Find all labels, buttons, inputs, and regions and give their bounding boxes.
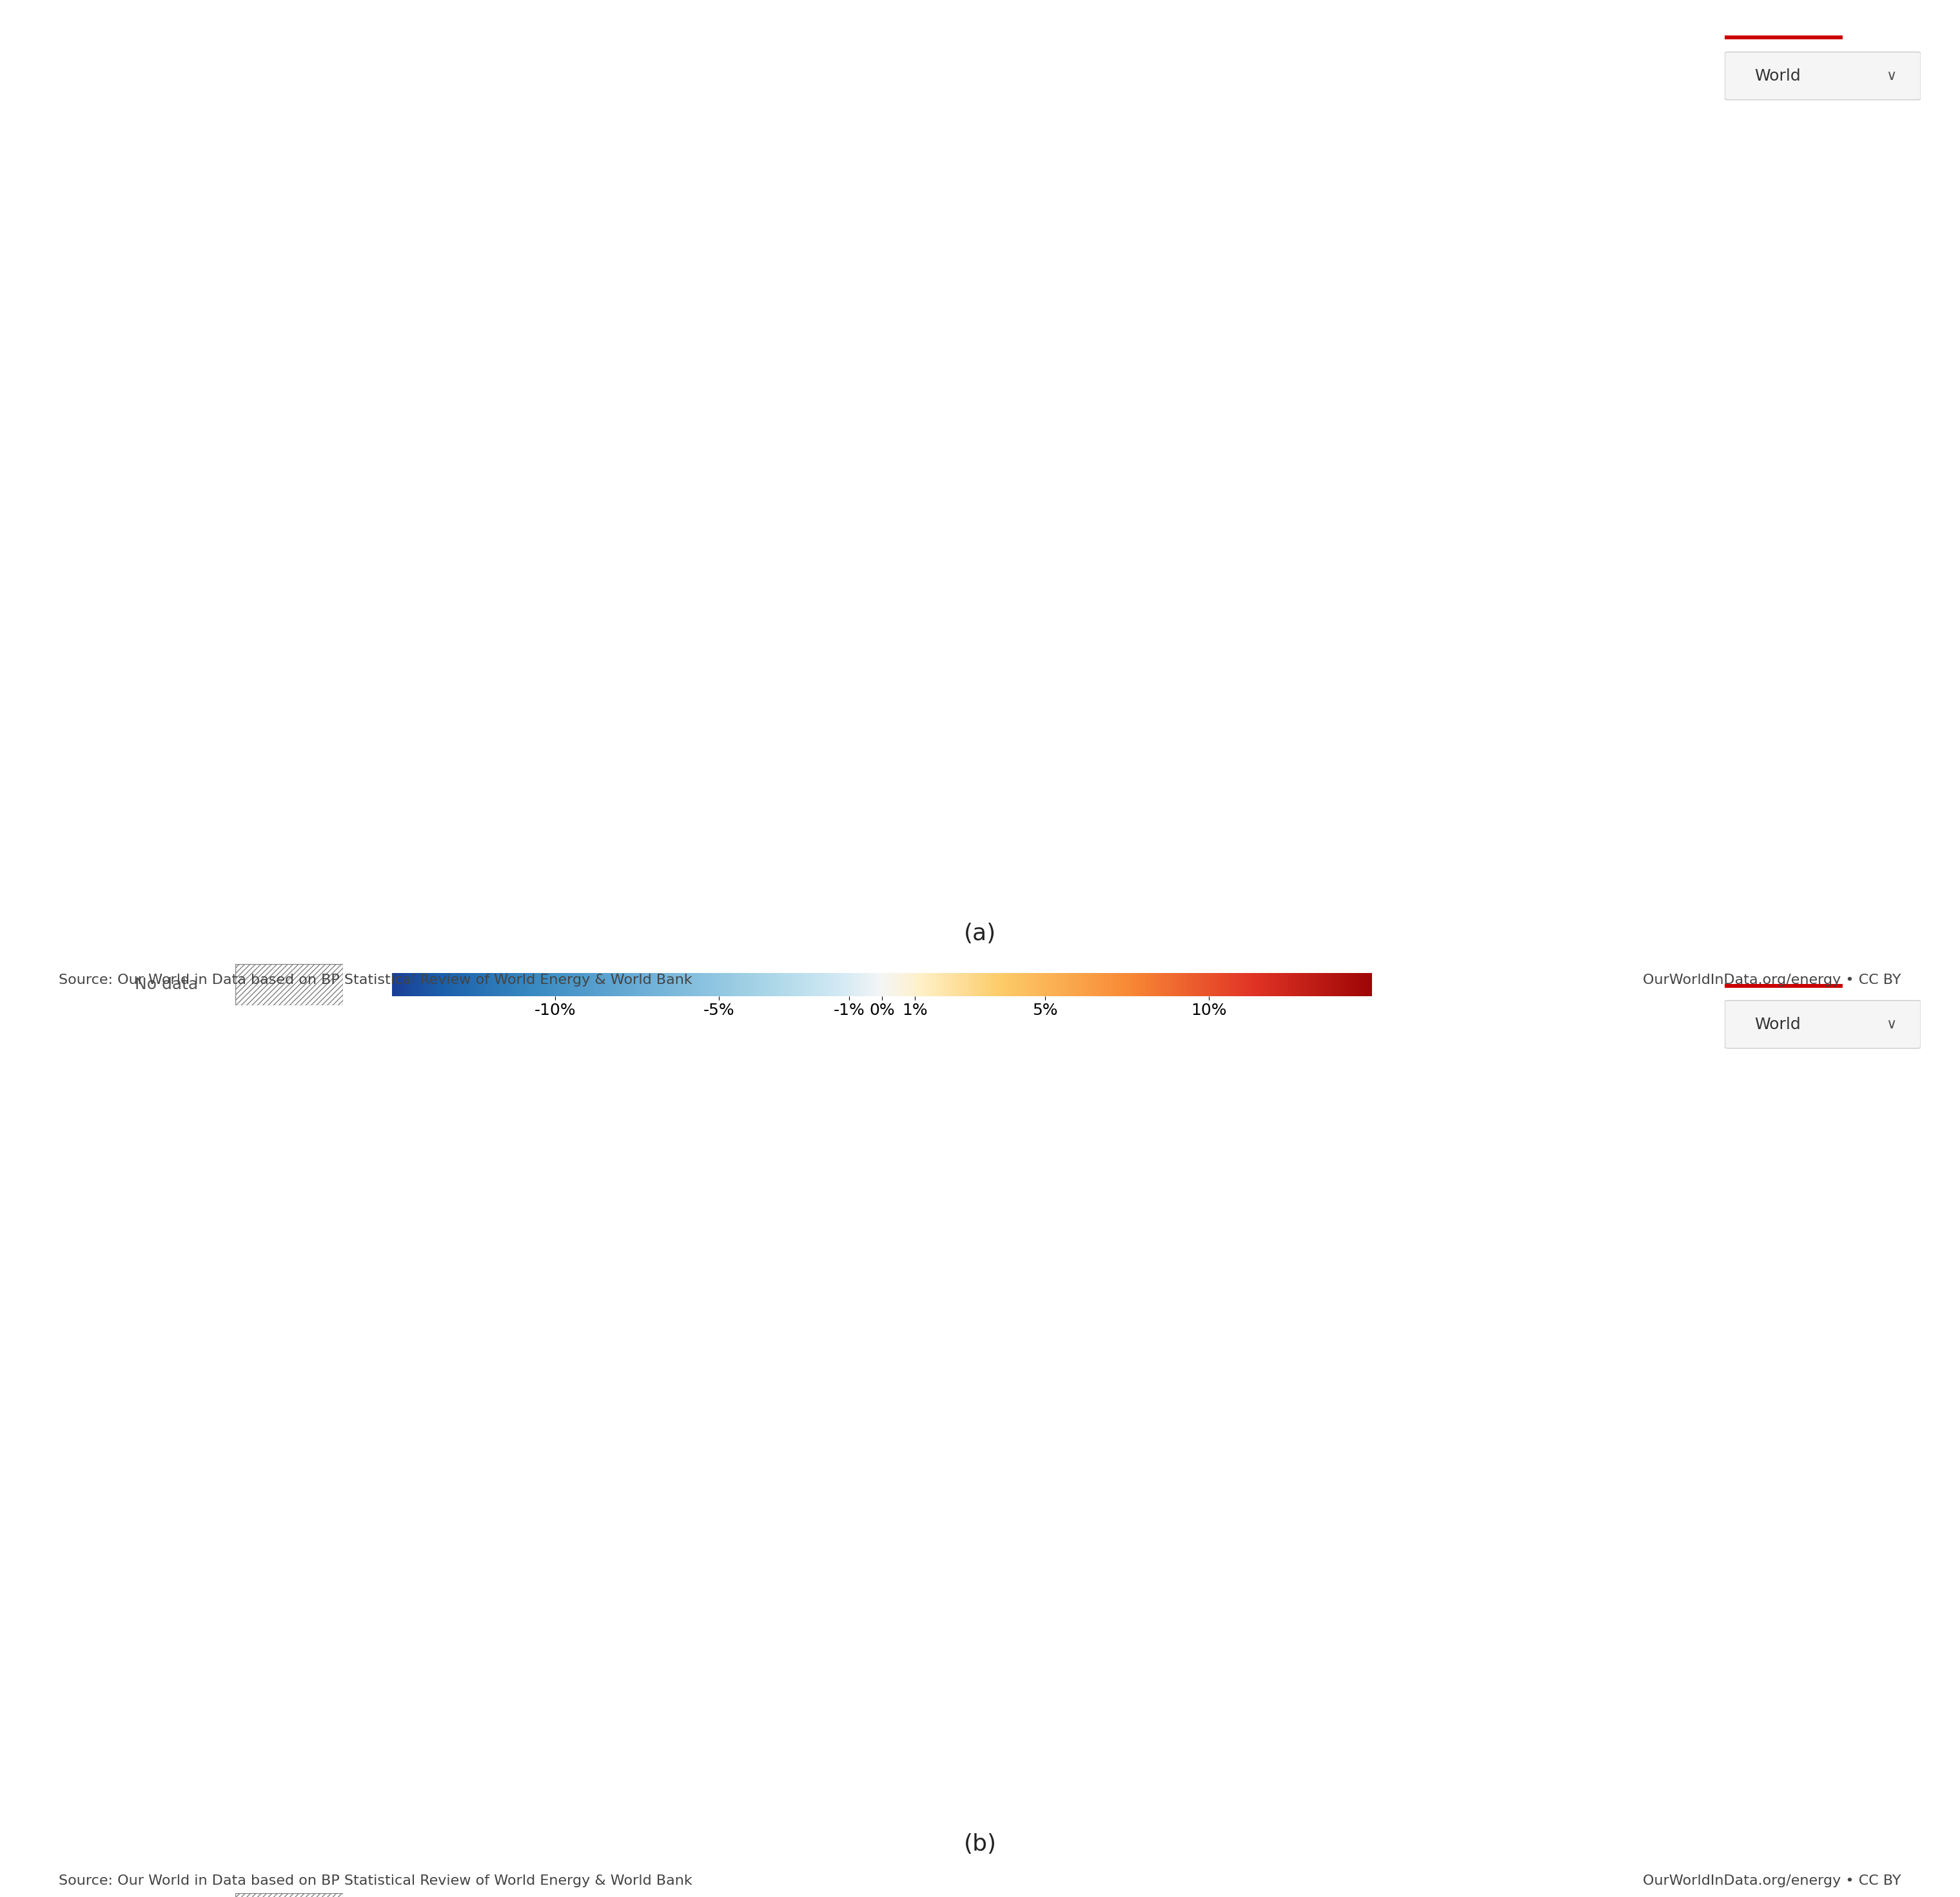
Text: Source: Our World in Data based on BP Statistical Review of World Energy & World: Source: Our World in Data based on BP St… (59, 973, 692, 986)
Text: ∨: ∨ (1886, 70, 1897, 82)
Text: World: World (1754, 68, 1801, 83)
Text: No data: No data (135, 977, 198, 992)
Text: ∨: ∨ (1886, 1019, 1897, 1030)
Text: OurWorldInData.org/energy • CC BY: OurWorldInData.org/energy • CC BY (1642, 1874, 1901, 1888)
FancyBboxPatch shape (1725, 51, 1921, 101)
FancyBboxPatch shape (1725, 1000, 1921, 1049)
Text: (b): (b) (964, 1833, 996, 1855)
Bar (1725, 36, 1842, 40)
Text: Source: Our World in Data based on BP Statistical Review of World Energy & World: Source: Our World in Data based on BP St… (59, 1874, 692, 1888)
Text: OurWorldInData.org/energy • CC BY: OurWorldInData.org/energy • CC BY (1642, 973, 1901, 986)
Text: World: World (1754, 1017, 1801, 1032)
Bar (1725, 985, 1842, 988)
Text: (a): (a) (964, 922, 996, 945)
